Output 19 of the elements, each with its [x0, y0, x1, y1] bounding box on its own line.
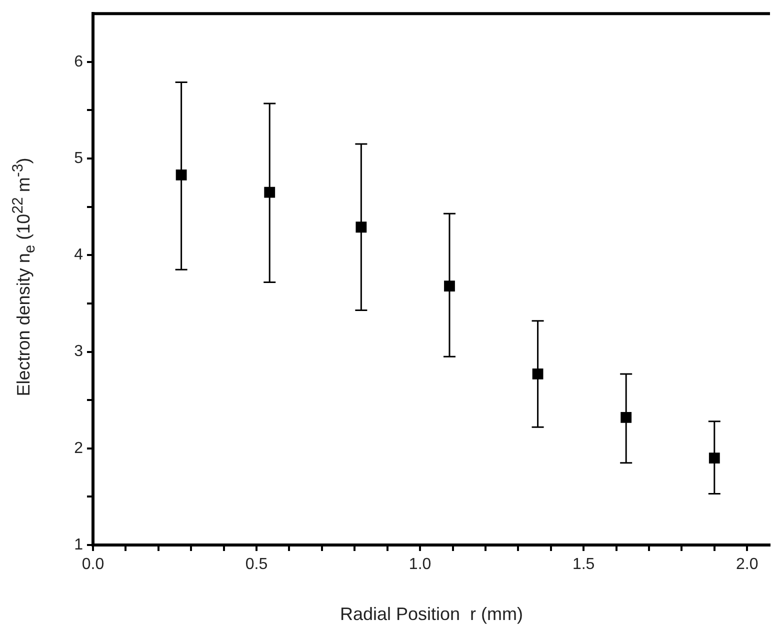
point [356, 222, 367, 233]
y-tick-label: 6 [74, 53, 84, 70]
y-tick-label: 1 [74, 536, 84, 554]
point [264, 186, 276, 198]
y-tick-label: 4 [74, 246, 84, 264]
x-tick-label: 2.0 [736, 556, 758, 574]
x-tick-label: 1.5 [572, 556, 595, 574]
x-axis-title: Radial Position r (mm) [340, 604, 524, 624]
point [708, 452, 720, 464]
point [444, 280, 455, 292]
point [176, 170, 187, 180]
x-tick-label: 0.5 [245, 556, 268, 574]
point [620, 412, 632, 423]
y-tick-label: 2 [74, 440, 84, 457]
x-tick-label: 0.0 [82, 556, 104, 574]
point [532, 368, 544, 380]
y-tick-label: 5 [74, 150, 84, 167]
x-tick-label: 1.0 [408, 556, 432, 574]
y-tick-label: 3 [74, 343, 84, 360]
